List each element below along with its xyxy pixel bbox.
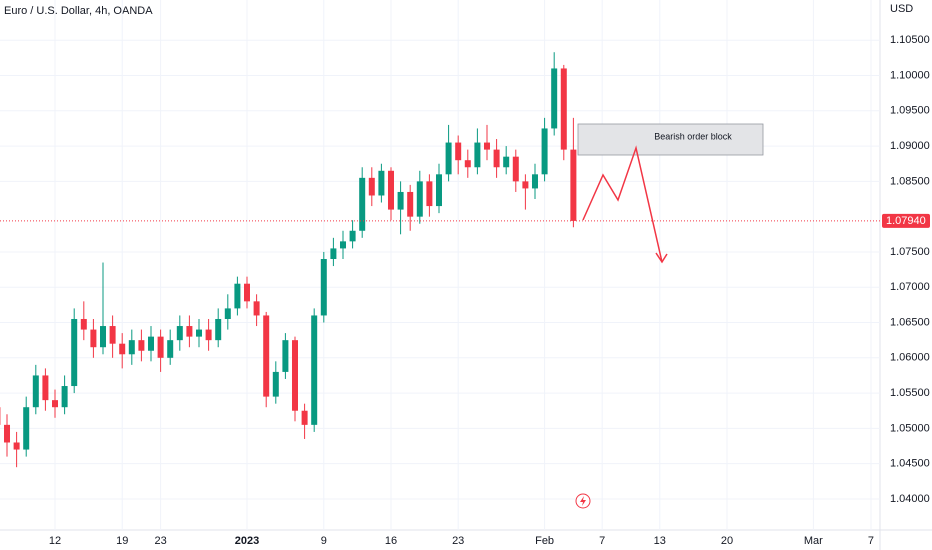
- y-tick-label: 1.09000: [890, 140, 930, 152]
- candle-body: [109, 326, 116, 344]
- x-tick-label: 13: [654, 535, 666, 547]
- candle-body: [368, 177, 375, 196]
- candle-body: [52, 400, 59, 408]
- candle-body: [407, 191, 414, 217]
- grid: [0, 0, 880, 530]
- x-tick-label: 16: [385, 535, 397, 547]
- candle-body: [263, 315, 270, 397]
- candle-body: [349, 230, 356, 242]
- candle-body: [387, 170, 394, 210]
- candle-body: [282, 340, 289, 372]
- candle-body: [71, 318, 78, 387]
- candle-body: [157, 336, 164, 358]
- y-tick-label: 1.05500: [890, 387, 930, 399]
- x-tick-label: 20: [721, 535, 733, 547]
- candle-body: [42, 375, 49, 401]
- candle-body: [426, 181, 433, 207]
- y-tick-label: 1.07000: [890, 281, 930, 293]
- y-tick-label: 1.10000: [890, 69, 930, 81]
- candle-body: [291, 340, 298, 411]
- y-tick-label: 1.07500: [890, 246, 930, 258]
- candle-body: [13, 442, 20, 450]
- candle-body: [493, 149, 500, 168]
- candle-body: [522, 181, 529, 189]
- x-tick-label: 2023: [235, 535, 259, 547]
- x-tick-label: 7: [599, 535, 605, 547]
- candle-body: [32, 375, 39, 408]
- y-tick-label: 1.06000: [890, 352, 930, 364]
- candle-body: [570, 149, 577, 221]
- x-tick-label: 19: [116, 535, 128, 547]
- candle-body: [167, 340, 174, 358]
- order-block-label: Bearish order block: [654, 131, 732, 141]
- last-price-tag: [882, 213, 930, 228]
- y-tick-label: 1.04000: [890, 493, 930, 505]
- candle-body: [80, 318, 87, 330]
- candle-body: [23, 407, 30, 450]
- candle-body: [541, 128, 548, 175]
- x-tick-label: 23: [452, 535, 464, 547]
- projection-path: [582, 145, 663, 263]
- candle-body: [253, 301, 260, 316]
- candle-body: [100, 326, 107, 348]
- candle-body: [311, 315, 318, 425]
- projection-arrowhead: [655, 252, 668, 264]
- candle-body: [560, 68, 567, 150]
- candle-body: [4, 424, 11, 443]
- candle-body: [339, 241, 346, 249]
- y-tick-label: 1.08500: [890, 175, 930, 187]
- candle-body: [359, 177, 366, 231]
- candle-body: [215, 318, 222, 341]
- y-tick-label: 1.06500: [890, 316, 930, 328]
- chart-title: Euro / U.S. Dollar, 4h, OANDA: [4, 5, 153, 17]
- candle-body: [234, 283, 241, 309]
- candle-body: [551, 68, 558, 129]
- candle-body: [224, 308, 231, 319]
- candle-body: [378, 170, 385, 196]
- candle-body: [272, 371, 279, 397]
- y-tick-label: 1.10500: [890, 34, 930, 46]
- candle-body: [330, 248, 337, 260]
- candle-body: [176, 326, 183, 341]
- candle-body: [512, 156, 519, 182]
- x-tick-label: Feb: [535, 535, 554, 547]
- candle-body: [90, 329, 97, 348]
- candle-body: [503, 156, 510, 168]
- y-tick-label: 1.09500: [890, 105, 930, 117]
- candle-body: [205, 329, 212, 341]
- candle-body: [474, 142, 481, 168]
- candle-body: [138, 340, 145, 351]
- candle-body: [128, 340, 135, 355]
- candle-body: [397, 191, 404, 210]
- candle-body: [531, 174, 538, 189]
- x-tick-label: 7: [868, 535, 874, 547]
- currency-label: USD: [890, 3, 913, 15]
- candle-body: [416, 181, 423, 217]
- x-tick-label: 23: [154, 535, 166, 547]
- x-tick-label: Mar: [804, 535, 823, 547]
- candle-body: [435, 174, 442, 207]
- candle-body: [119, 343, 126, 355]
- candles: [0, 52, 577, 468]
- candle-body: [196, 329, 203, 337]
- candle-body: [320, 259, 327, 316]
- candle-body: [243, 283, 250, 302]
- x-tick-label: 12: [49, 535, 61, 547]
- candle-body: [455, 142, 462, 161]
- last-price-label: 1.07940: [886, 215, 926, 227]
- candle-body: [301, 410, 308, 425]
- candle-body: [464, 160, 471, 168]
- y-tick-label: 1.05000: [890, 422, 930, 434]
- event-icon: [575, 493, 591, 509]
- candle-body: [483, 142, 490, 150]
- y-tick-label: 1.04500: [890, 458, 930, 470]
- candle-body: [186, 326, 193, 337]
- candle-body: [61, 386, 68, 408]
- candle-body: [148, 336, 155, 351]
- candle-body: [445, 142, 452, 175]
- x-tick-label: 9: [321, 535, 327, 547]
- order-block: [577, 123, 764, 156]
